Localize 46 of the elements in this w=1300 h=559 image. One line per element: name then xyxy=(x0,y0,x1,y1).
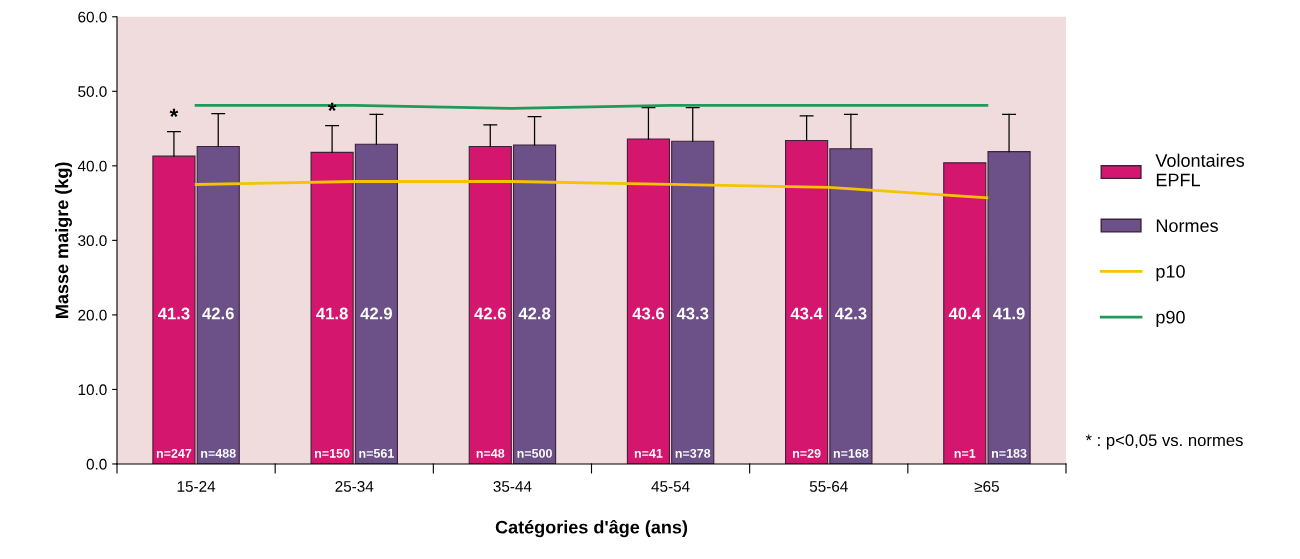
y-tick-label: 50.0 xyxy=(78,86,107,97)
annotation: n=247 xyxy=(156,448,192,458)
legend-label: Normes xyxy=(1156,219,1218,233)
y-tick-label: 60.0 xyxy=(78,11,107,23)
data-label: 42.6 xyxy=(474,307,506,320)
annotation: n=48 xyxy=(476,448,505,458)
x-tick-label: 35-44 xyxy=(493,481,532,492)
data-label: 43.3 xyxy=(676,307,709,320)
data-label: 43.4 xyxy=(790,307,823,320)
y-axis-title: Masse maigre (kg) xyxy=(55,162,72,318)
legend-label: Volontaires EPFL xyxy=(1155,153,1245,187)
data-label: 42.9 xyxy=(360,307,392,320)
y-tick-label: 20.0 xyxy=(78,309,107,321)
annotation: n=150 xyxy=(315,448,350,458)
annotation: n=29 xyxy=(793,448,821,458)
y-tick-label: 30.0 xyxy=(78,235,107,247)
data-label: 41.3 xyxy=(157,307,190,320)
y-tick-label: 10.0 xyxy=(78,384,107,396)
data-label: 42.6 xyxy=(202,307,234,320)
annotation: n=378 xyxy=(675,448,711,458)
line-series xyxy=(194,180,989,200)
data-label: 42.8 xyxy=(518,307,551,320)
annotation: n=183 xyxy=(991,448,1027,458)
data-label: 40.4 xyxy=(948,307,981,320)
data-label: 41.8 xyxy=(316,307,348,320)
data-label: 41.9 xyxy=(993,307,1025,320)
annotation: n=488 xyxy=(201,448,236,458)
x-tick-label: 15-24 xyxy=(177,481,216,492)
x-tick-label: 25-34 xyxy=(335,481,374,492)
annotation: * xyxy=(169,108,179,117)
data-label: 43.6 xyxy=(632,307,665,320)
x-axis-title: Catégories d'âge (ans) xyxy=(495,519,688,538)
y-tick-label: 0.0 xyxy=(86,458,107,470)
x-tick-label: ≥65 xyxy=(974,481,999,492)
annotation: n=168 xyxy=(833,448,869,458)
annotation: n=1 xyxy=(954,449,976,458)
annotation: n=561 xyxy=(359,448,394,458)
x-tick-label: 55-64 xyxy=(809,481,848,492)
data-label: 42.3 xyxy=(834,307,867,320)
annotation: n=500 xyxy=(517,448,552,458)
annotation: n=41 xyxy=(634,449,663,458)
y-tick-label: 40.0 xyxy=(77,160,107,172)
legend-label: p10 xyxy=(1156,265,1185,282)
x-tick-label: 45-54 xyxy=(651,481,690,492)
legend-label: p90 xyxy=(1156,310,1185,328)
text: * : p<0,05 vs. normes xyxy=(1085,434,1243,450)
